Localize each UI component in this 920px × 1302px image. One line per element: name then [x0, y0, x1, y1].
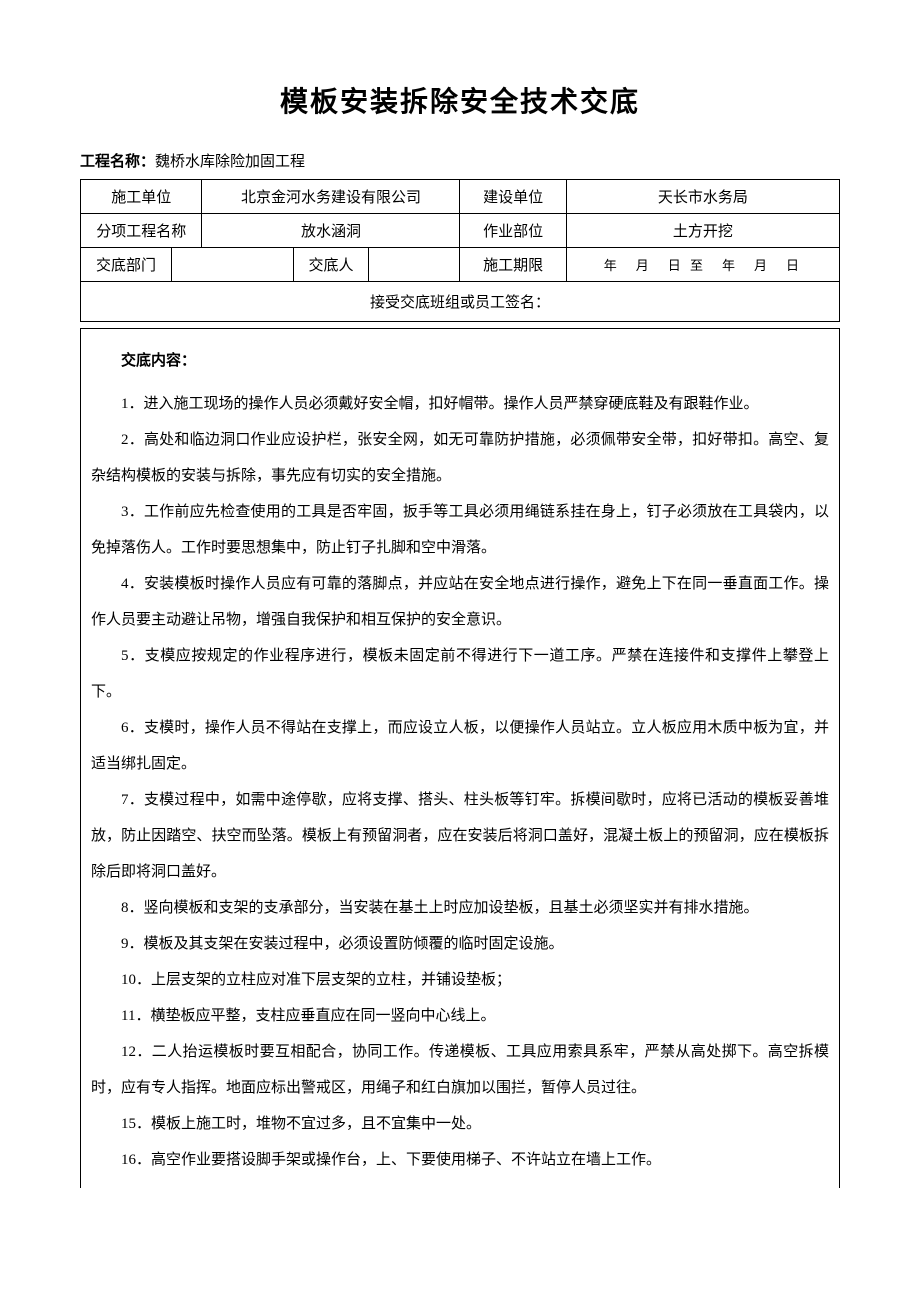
- disclose-person-label: 交底人: [293, 248, 369, 282]
- content-block: 交底内容： 1．进入施工现场的操作人员必须戴好安全帽，扣好帽带。操作人员严禁穿硬…: [80, 328, 840, 1188]
- content-item-10: 10．上层支架的立柱应对准下层支架的立柱，并铺设垫板；: [91, 962, 829, 998]
- content-item-3: 3．工作前应先检查使用的工具是否牢固，扳手等工具必须用绳链系挂在身上，钉子必须放…: [91, 494, 829, 566]
- project-name-line: 工程名称：魏桥水库除险加固工程: [80, 150, 840, 171]
- work-part-label: 作业部位: [460, 214, 566, 248]
- construction-unit-value: 北京金河水务建设有限公司: [202, 180, 460, 214]
- subproject-value: 放水涵洞: [202, 214, 460, 248]
- construction-unit-label: 施工单位: [81, 180, 202, 214]
- content-item-15: 15．模板上施工时，堆物不宜过多，且不宜集中一处。: [91, 1106, 829, 1142]
- content-item-4: 4．安装模板时操作人员应有可靠的落脚点，并应站在安全地点进行操作，避免上下在同一…: [91, 566, 829, 638]
- content-item-7: 7．支模过程中，如需中途停歇，应将支撑、搭头、柱头板等钉牢。拆模间歇时，应将已活…: [91, 782, 829, 890]
- content-item-12: 12．二人抬运模板时要互相配合，协同工作。传递模板、工具应用索具系牢，严禁从高处…: [91, 1034, 829, 1106]
- content-item-1: 1．进入施工现场的操作人员必须戴好安全帽，扣好帽带。操作人员严禁穿硬底鞋及有跟鞋…: [91, 386, 829, 422]
- work-part-value: 土方开挖: [566, 214, 839, 248]
- disclose-dept-value: [172, 248, 293, 282]
- header-row-2: 分项工程名称 放水涵洞 作业部位 土方开挖: [81, 214, 840, 248]
- project-name-value: 魏桥水库除险加固工程: [155, 154, 305, 170]
- document-title: 模板安装拆除安全技术交底: [80, 80, 840, 120]
- content-header: 交底内容：: [91, 349, 829, 370]
- subproject-label: 分项工程名称: [81, 214, 202, 248]
- header-table: 施工单位 北京金河水务建设有限公司 建设单位 天长市水务局 分项工程名称 放水涵…: [80, 179, 840, 322]
- content-item-16: 16．高空作业要搭设脚手架或操作台，上、下要使用梯子、不许站立在墙上工作。: [91, 1142, 829, 1178]
- content-item-8: 8．竖向模板和支架的支承部分，当安装在基土上时应加设垫板，且基土必须坚实并有排水…: [91, 890, 829, 926]
- build-unit-label: 建设单位: [460, 180, 566, 214]
- content-item-9: 9．模板及其支架在安装过程中，必须设置防倾覆的临时固定设施。: [91, 926, 829, 962]
- period-value: 年 月 日 至 年 月 日: [566, 248, 839, 282]
- period-label: 施工期限: [460, 248, 566, 282]
- content-item-2: 2．高处和临边洞口作业应设护栏，张安全网，如无可靠防护措施，必须佩带安全带，扣好…: [91, 422, 829, 494]
- content-item-6: 6．支模时，操作人员不得站在支撑上，而应设立人板，以便操作人员站立。立人板应用木…: [91, 710, 829, 782]
- content-item-5: 5．支模应按规定的作业程序进行，模板未固定前不得进行下一道工序。严禁在连接件和支…: [91, 638, 829, 710]
- header-row-3: 交底部门 交底人 施工期限 年 月 日 至 年 月 日: [81, 248, 840, 282]
- content-item-11: 11．横垫板应平整，支柱应垂直应在同一竖向中心线上。: [91, 998, 829, 1034]
- build-unit-value: 天长市水务局: [566, 180, 839, 214]
- disclose-person-value: [369, 248, 460, 282]
- disclose-dept-label: 交底部门: [81, 248, 172, 282]
- header-row-1: 施工单位 北京金河水务建设有限公司 建设单位 天长市水务局: [81, 180, 840, 214]
- signature-row: 接受交底班组或员工签名：: [81, 282, 840, 322]
- signature-label: 接受交底班组或员工签名：: [81, 282, 840, 322]
- project-name-label: 工程名称：: [80, 153, 155, 170]
